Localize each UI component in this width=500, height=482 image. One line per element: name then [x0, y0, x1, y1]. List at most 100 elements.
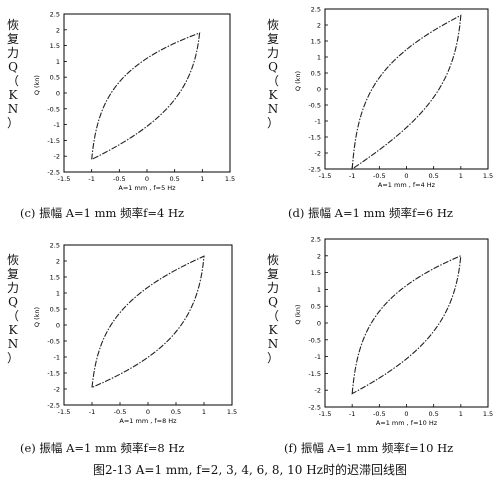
x-tick-label: 1 — [459, 410, 463, 418]
x-tick-label: 0 — [404, 172, 408, 180]
y-tick-label: -1.5 — [47, 370, 60, 378]
x-tick-label: 1.5 — [227, 408, 237, 416]
hysteresis-loop — [91, 32, 201, 161]
x-tick-label: 1.5 — [225, 175, 235, 183]
y-tick-label: -2 — [315, 387, 321, 395]
y-tick-label: -1 — [54, 121, 60, 129]
x-tick-label: -1 — [349, 410, 355, 418]
side-label-f: 恢 复 力 Q （ K N ） — [266, 253, 279, 365]
y-tick-label: -2.5 — [47, 169, 60, 177]
caption-d: (d) 振幅 A=1 mm 频率f=6 Hz — [288, 206, 453, 220]
y-tick-label: -2 — [54, 153, 60, 161]
y-tick-label: -0.5 — [47, 338, 60, 346]
y-tick-label: -2.5 — [308, 404, 321, 412]
plot-frame — [63, 13, 231, 173]
plot-frame — [324, 238, 489, 408]
x-tick-label: 1.5 — [483, 410, 493, 418]
caption-e: (e) 振幅 A=1 mm 频率f=8 Hz — [20, 441, 185, 455]
y-tick-label: 0 — [56, 90, 60, 98]
x-tick-label: 0.5 — [428, 410, 438, 418]
y-tick-label: 1 — [56, 58, 60, 66]
y-tick-label: -1 — [54, 354, 60, 362]
caption-c: (c) 振幅 A=1 mm 频率f=4 Hz — [20, 206, 185, 220]
y-tick-label: 2.5 — [50, 11, 60, 19]
y-tick-label: -2.5 — [308, 166, 321, 174]
y-tick-label: 0.5 — [311, 70, 321, 78]
y-tick-label: 1 — [56, 290, 60, 298]
x-tick-label: -1 — [89, 408, 95, 416]
caption-f: (f) 振幅 A=1 mm 频率f=10 Hz — [284, 441, 454, 455]
y-tick-label: -0.5 — [47, 105, 60, 113]
x-tick-label: -1 — [88, 175, 94, 183]
x-tick-label: 0 — [404, 410, 408, 418]
y-tick-label: -1.5 — [47, 137, 60, 145]
x-tick-label: -0.5 — [373, 410, 386, 418]
x-tick-label: 0.5 — [428, 172, 438, 180]
plot-frame — [324, 8, 489, 170]
y-tick-label: -2.5 — [47, 402, 60, 410]
hysteresis-loop — [351, 254, 462, 395]
y-tick-label: 1 — [317, 54, 321, 62]
x-tick-label: -1.5 — [58, 408, 71, 416]
x-tick-label: -0.5 — [114, 408, 127, 416]
y-tick-label: 2.5 — [311, 6, 321, 14]
hysteresis-loop — [91, 255, 205, 389]
y-tick-label: 0.5 — [311, 303, 321, 311]
y-tick-label: -2 — [315, 150, 321, 158]
y-tick-label: -0.5 — [308, 336, 321, 344]
x-tick-label: -1.5 — [58, 175, 71, 183]
x-tick-label: -1 — [349, 172, 355, 180]
x-tick-label: 1 — [200, 175, 204, 183]
x-tick-label: 1 — [459, 172, 463, 180]
y-tick-label: -2 — [54, 386, 60, 394]
side-label-c: 恢 复 力 Q （ K N ） — [6, 18, 19, 130]
y-tick-label: 0 — [317, 320, 321, 328]
y-tick-label: 2 — [317, 252, 321, 260]
y-tick-label: -1.5 — [308, 370, 321, 378]
plot-frame — [63, 244, 233, 406]
x-tick-label: 0 — [146, 408, 150, 416]
y-axis-label: Q (kn) — [294, 71, 302, 91]
y-tick-label: 0.5 — [50, 306, 60, 314]
y-tick-label: -1 — [315, 118, 321, 126]
figure-title: 图2-13 A=1 mm, f=2, 3, 4, 6, 8, 10 Hz时的迟滞… — [92, 463, 408, 477]
x-tick-label: 0.5 — [169, 175, 179, 183]
x-tick-label: -1.5 — [319, 410, 332, 418]
y-axis-label: Q (kn) — [33, 307, 41, 327]
y-tick-label: 2 — [56, 258, 60, 266]
x-tick-label: 1.5 — [483, 172, 493, 180]
y-tick-label: 0.5 — [50, 74, 60, 82]
chart-d: -2.5 -2 -1.5 -1 -0.5 0 0.5 1 1.5 2 2.5 -1.5 -1 -0.5 0 0… — [294, 6, 493, 190]
x-tick-label: 1 — [202, 408, 206, 416]
x-tick-label: -0.5 — [373, 172, 386, 180]
chart-e: -2.5 -2 -1.5 -1 -0.5 0 0.5 1 1.5 2 2.5 -1.5 -1 -0.5 0 0… — [33, 242, 237, 426]
y-tick-label: 1.5 — [50, 274, 60, 282]
x-tick-label: -1.5 — [319, 172, 332, 180]
y-tick-label: 2 — [56, 26, 60, 34]
x-tick-label: 0.5 — [171, 408, 181, 416]
side-label-d: 恢 复 力 Q （ K N ） — [266, 18, 279, 130]
side-label-e: 恢 复 力 Q （ K N ） — [6, 253, 19, 365]
x-axis-label: A=1 mm , f=10 Hz — [376, 419, 438, 427]
chart-c: -2.5 -2 -1.5 -1 -0.5 0 0.5 1 1.5 2 2.5 -1.5 -1 -0.5 0 0… — [33, 11, 235, 193]
y-tick-label: -1 — [315, 353, 321, 361]
y-tick-label: -0.5 — [308, 102, 321, 110]
y-tick-label: 2.5 — [50, 242, 60, 250]
y-tick-label: -1.5 — [308, 134, 321, 142]
x-axis-label: A=1 mm , f=5 Hz — [118, 184, 176, 192]
x-axis-label: A=1 mm , f=4 Hz — [378, 181, 436, 189]
y-axis-label: Q (kn) — [33, 75, 41, 95]
y-tick-label: 1.5 — [311, 38, 321, 46]
x-tick-label: 0 — [145, 175, 149, 183]
y-axis-label: Q (kn) — [294, 305, 302, 325]
chart-f: -2.5 -2 -1.5 -1 -0.5 0 0.5 1 1.5 2 2.5 -1.5 -1 -0.5 0 0… — [294, 236, 493, 428]
y-tick-label: 1 — [317, 286, 321, 294]
y-tick-label: 1.5 — [311, 269, 321, 277]
y-tick-label: 0 — [317, 86, 321, 94]
y-tick-label: 2 — [317, 22, 321, 30]
x-axis-label: A=1 mm , f=8 Hz — [119, 417, 177, 425]
y-tick-label: 1.5 — [50, 42, 60, 50]
x-tick-label: -0.5 — [113, 175, 126, 183]
y-tick-label: 2.5 — [311, 236, 321, 244]
